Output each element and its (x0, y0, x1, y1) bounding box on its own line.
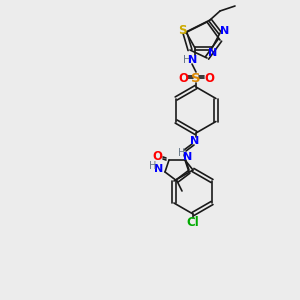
Text: N: N (188, 55, 198, 65)
Text: N: N (154, 164, 164, 174)
Text: N: N (183, 152, 193, 162)
Text: N: N (208, 48, 217, 58)
Text: Cl: Cl (187, 215, 200, 229)
Text: H: H (183, 55, 191, 65)
Text: H: H (149, 161, 157, 171)
Text: O: O (152, 151, 162, 164)
Text: H: H (178, 148, 186, 158)
Text: N: N (220, 26, 230, 36)
Text: S: S (178, 23, 186, 37)
Text: S: S (191, 71, 201, 85)
Text: O: O (204, 71, 214, 85)
Text: O: O (178, 71, 188, 85)
Text: N: N (190, 136, 200, 146)
